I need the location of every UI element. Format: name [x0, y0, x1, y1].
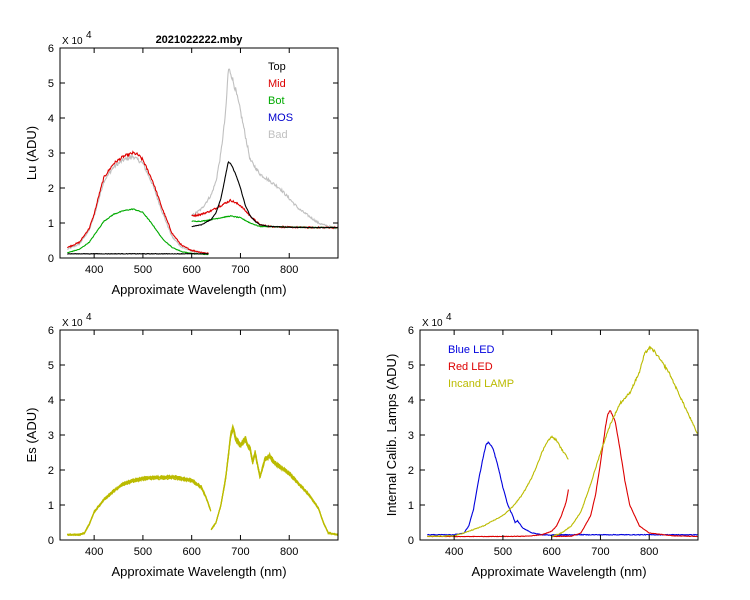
series-line-mid-1: [66, 150, 209, 255]
x-axis-label: Approximate Wavelength (nm): [111, 564, 286, 579]
legend-entry-bot: Bot: [268, 95, 285, 107]
y-tick-label: 4: [48, 113, 54, 125]
plot-frame: [59, 47, 339, 259]
y-tick-label: 5: [408, 360, 414, 372]
legend-entry-mos: MOS: [268, 112, 293, 124]
y-tick-label: 1: [48, 218, 54, 230]
y-tick-label: 6: [48, 325, 54, 337]
y-tick-label: 3: [48, 430, 54, 442]
series-line-es-scans-1-1: [67, 476, 212, 537]
series-line-incand-lamp-2: [551, 345, 698, 538]
x-tick-label: 600: [543, 546, 561, 558]
series-line-es-scans-1-2: [66, 475, 212, 537]
y-tick-label: 2: [48, 465, 54, 477]
series-line-incand-lamp-1: [427, 435, 569, 538]
series-line-es-scans-1-3: [67, 475, 212, 537]
x-tick-label: 800: [640, 546, 658, 558]
y-tick-label: 4: [48, 395, 54, 407]
plot-frame: [59, 329, 339, 541]
y-tick-label: 2: [408, 465, 414, 477]
series-line-bot-1: [67, 208, 209, 256]
series-line-bad-2: [191, 68, 338, 230]
y-tick-label: 1: [408, 500, 414, 512]
y-axis-label: Lu (ADU): [24, 126, 39, 180]
legend-entry-top: Top: [268, 61, 286, 73]
x-tick-label: 400: [85, 546, 103, 558]
y-multiplier-exponent: 4: [446, 312, 452, 323]
x-tick-label: 600: [183, 264, 201, 276]
legend-entry-mid: Mid: [268, 78, 286, 90]
series-line-es-scans-1-6: [66, 474, 212, 536]
legend-entry-incand-lamp: Incand LAMP: [448, 378, 514, 390]
y-tick-label: 3: [48, 148, 54, 160]
x-axis-label: Approximate Wavelength (nm): [471, 564, 646, 579]
y-multiplier-label: X 10: [62, 36, 83, 47]
y-tick-label: 0: [408, 535, 414, 547]
x-tick-label: 600: [183, 546, 201, 558]
x-tick-label: 500: [494, 546, 512, 558]
series-line-mid-2: [191, 198, 338, 230]
x-tick-label: 800: [280, 264, 298, 276]
y-axis-label: Es (ADU): [24, 408, 39, 463]
series-line-red-led-2: [551, 410, 698, 538]
y-tick-label: 5: [48, 78, 54, 90]
y-tick-label: 4: [408, 395, 414, 407]
series-line-red-led-1: [427, 489, 569, 538]
y-tick-label: 6: [48, 43, 54, 55]
series-line-es-scans-2-6: [210, 423, 339, 536]
y-tick-label: 0: [48, 535, 54, 547]
y-multiplier-label: X 10: [62, 318, 83, 329]
y-tick-label: 3: [408, 430, 414, 442]
y-multiplier-exponent: 4: [86, 30, 92, 41]
series-line-blue-led-1: [426, 440, 569, 536]
x-tick-label: 400: [445, 546, 463, 558]
series-line-es-scans-2-5: [210, 426, 338, 535]
y-tick-label: 5: [48, 360, 54, 372]
y-tick-label: 0: [48, 253, 54, 265]
y-tick-label: 1: [48, 500, 54, 512]
x-tick-label: 500: [134, 264, 152, 276]
series-line-es-scans-2-2: [210, 429, 338, 536]
x-tick-label: 400: [85, 264, 103, 276]
y-multiplier-exponent: 4: [86, 312, 92, 323]
series-line-bad-1: [67, 153, 209, 256]
x-tick-label: 700: [231, 546, 249, 558]
legend-entry-bad: Bad: [268, 129, 288, 141]
legend-entry-red-led: Red LED: [448, 361, 493, 373]
x-tick-label: 700: [231, 264, 249, 276]
y-tick-label: 2: [48, 183, 54, 195]
x-axis-label: Approximate Wavelength (nm): [111, 282, 286, 297]
x-tick-label: 700: [591, 546, 609, 558]
series-line-es-scans-2-1: [210, 428, 338, 536]
y-axis-label: Internal Calib. Lamps (ADU): [384, 354, 399, 517]
y-tick-label: 6: [408, 325, 414, 337]
chart-title: 2021022222.mby: [156, 34, 244, 46]
y-multiplier-label: X 10: [422, 318, 443, 329]
x-tick-label: 800: [280, 546, 298, 558]
series-line-top-2: [191, 160, 338, 229]
x-tick-label: 500: [134, 546, 152, 558]
legend-entry-blue-led: Blue LED: [448, 344, 495, 356]
